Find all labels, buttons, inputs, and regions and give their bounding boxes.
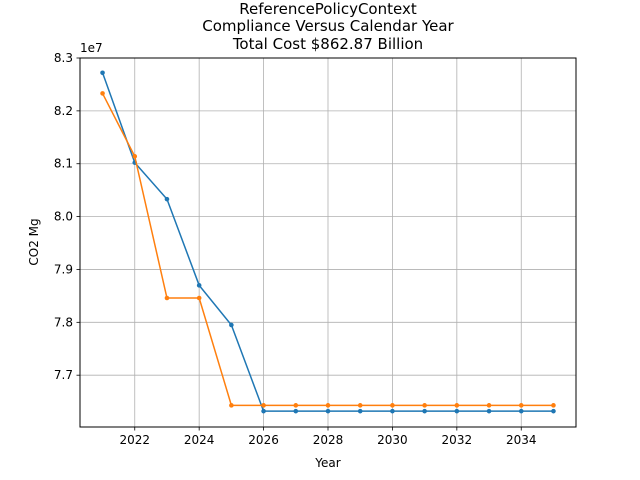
- x-axis-label: Year: [314, 456, 340, 470]
- series-1-point: [325, 408, 331, 414]
- series-1-point: [551, 408, 556, 414]
- y-tick-label: 8.1: [54, 157, 73, 171]
- series-2-point: [551, 403, 556, 408]
- x-tick-label: 2030: [377, 433, 408, 447]
- axis-ticks: 2022 2024 2026 2028 2030 2032 2034 7.7 7.8 7.9 8.0…: [54, 51, 537, 447]
- series-1-point: [100, 70, 105, 76]
- series-1-point: [261, 408, 266, 414]
- chart-title-line-1: ReferencePolicyContext: [239, 0, 417, 18]
- series-2-point: [357, 403, 363, 408]
- series-2-point: [454, 403, 460, 408]
- series-2-point: [100, 91, 105, 96]
- y-tick-label: 8.0: [54, 210, 73, 224]
- series-2-point: [486, 403, 492, 408]
- series-1-point: [357, 408, 363, 414]
- y-tick-label: 7.8: [54, 315, 73, 329]
- series-2-point: [229, 403, 234, 408]
- y-tick-label: 8.3: [54, 51, 73, 65]
- series-1-point: [486, 408, 492, 414]
- series-2-point: [518, 403, 524, 408]
- x-tick-label: 2032: [442, 433, 473, 447]
- series-2-point: [164, 295, 170, 301]
- series-2-point: [132, 154, 138, 159]
- series-1-point: [422, 408, 427, 414]
- y-axis-label: CO2 Mg: [27, 218, 41, 265]
- y-tick-label: 7.9: [54, 262, 73, 276]
- y-tick-label: 7.7: [54, 368, 73, 382]
- series-1-point: [454, 408, 460, 414]
- series-2-point: [293, 403, 299, 408]
- x-tick-label: 2028: [313, 433, 344, 447]
- chart-title-line-3: Total Cost $862.87 Billion: [232, 35, 423, 53]
- chart-title-line-2: Compliance Versus Calendar Year: [202, 17, 454, 35]
- series-2-point: [422, 403, 427, 408]
- series-1-point: [518, 408, 524, 414]
- series-1-point: [293, 408, 299, 414]
- series-1-point: [390, 408, 395, 414]
- x-tick-label: 2026: [248, 433, 279, 447]
- x-tick-label: 2022: [119, 433, 150, 447]
- series-2-point: [196, 295, 202, 301]
- series-2-point: [390, 403, 395, 408]
- y-offset-label: 1e7: [80, 41, 103, 55]
- series-2-point: [325, 403, 331, 408]
- plot-frame: [79, 57, 577, 428]
- series-lines: [100, 70, 556, 414]
- x-tick-label: 2034: [506, 433, 537, 447]
- y-tick-label: 8.2: [54, 104, 73, 118]
- x-tick-label: 2024: [184, 433, 215, 447]
- series-1-point: [229, 322, 234, 328]
- series-1-point: [164, 196, 170, 202]
- series-2-point: [261, 403, 266, 408]
- series-1-point: [196, 283, 202, 288]
